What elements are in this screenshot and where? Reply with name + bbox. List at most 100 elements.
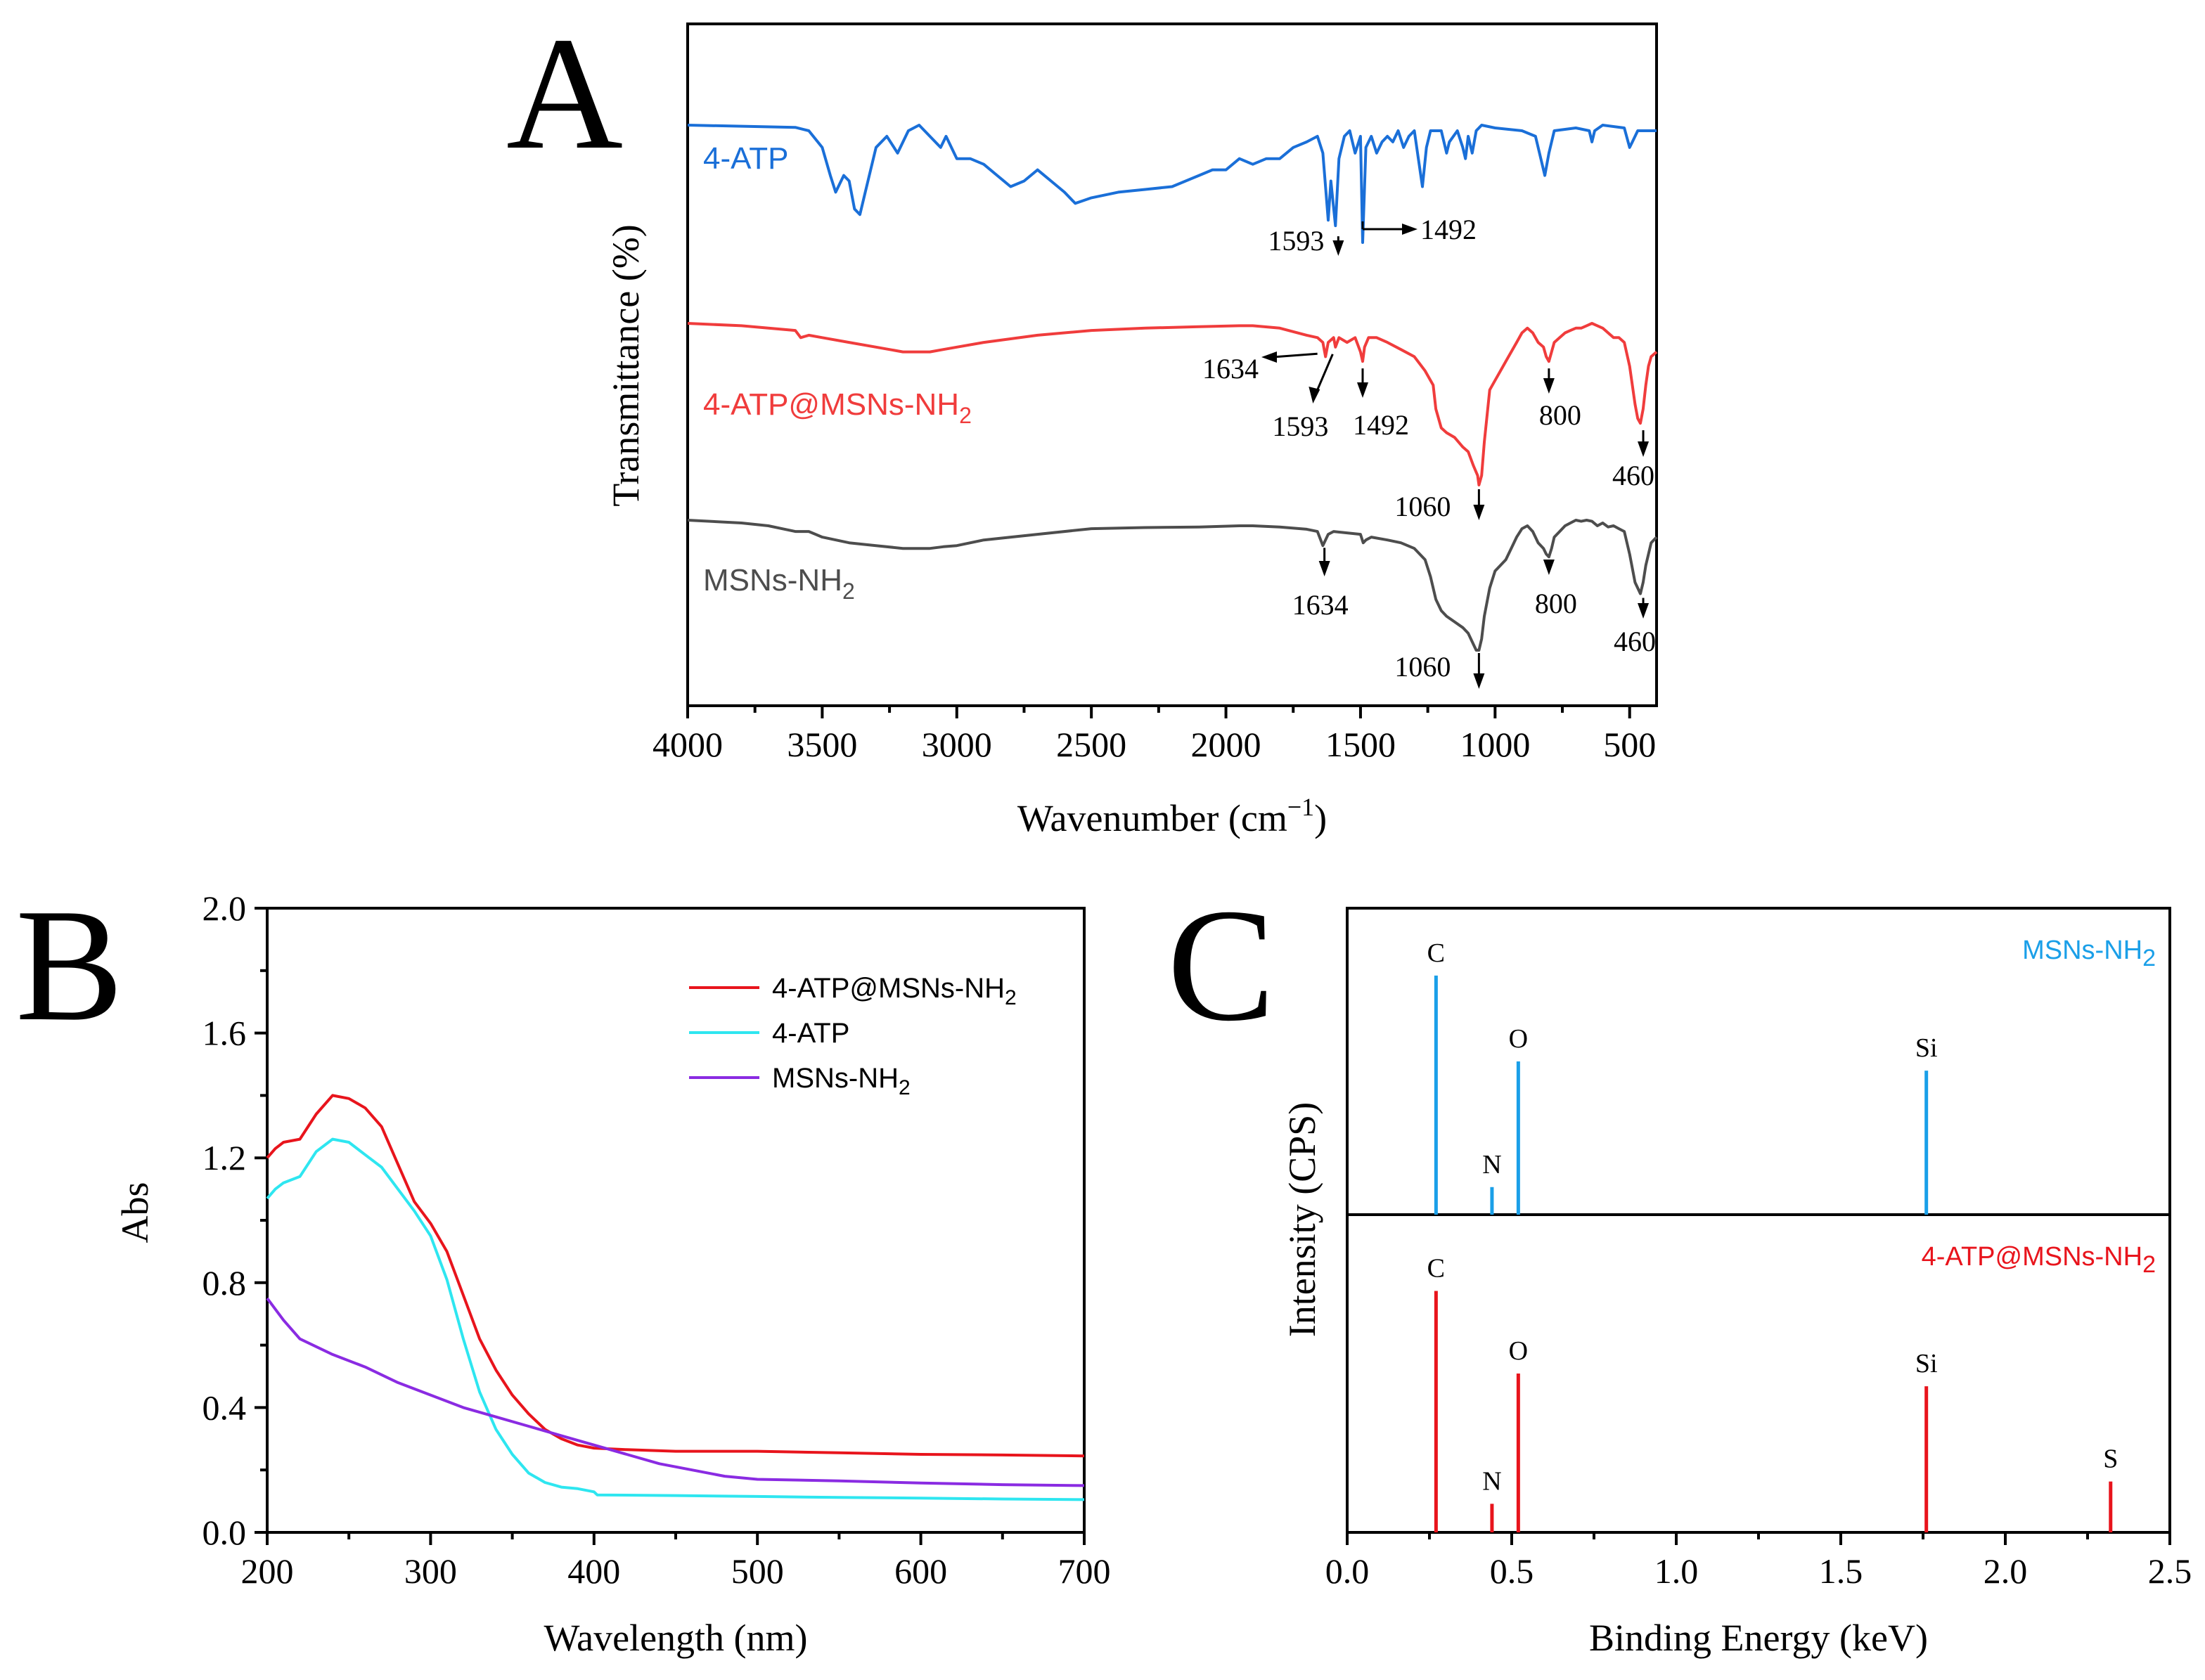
annotation-arrow-head [1357, 382, 1369, 398]
eds-subplot-title-sub: 2 [2142, 1251, 2156, 1278]
x-tick-label: 0.0 [1325, 1551, 1370, 1591]
eds-peak-label: S [2103, 1445, 2118, 1474]
annotation-label: 460 [1614, 626, 1656, 657]
y-axis-title: Transmittance (%) [605, 224, 647, 506]
eds-peak-label: C [1427, 938, 1445, 968]
annotation-arrow-head [1473, 505, 1485, 520]
y-tick-label: 2.0 [202, 889, 247, 928]
eds-subplot-title-text: 4-ATP@MSNs-NH [1922, 1242, 2142, 1272]
series-label-sub: 2 [842, 579, 855, 604]
x-tick-label: 600 [894, 1551, 947, 1591]
annotation-arrow-head [1261, 351, 1277, 363]
y-tick-label: 1.2 [202, 1138, 247, 1177]
annotation-arrow-head [1638, 603, 1650, 619]
annotation-label: 1060 [1394, 651, 1451, 683]
annotation-label: 460 [1612, 460, 1654, 491]
x-axis-title: Binding Energy (keV) [1589, 1617, 1928, 1659]
annotation-label: 1634 [1202, 353, 1259, 385]
annotation-arrow-head [1473, 673, 1485, 689]
x-tick-label: 400 [567, 1551, 620, 1591]
series-label-text: MSNs-NH [703, 563, 842, 597]
series-label: 4-ATP [703, 141, 788, 176]
annotation-arrow-line [1272, 352, 1318, 358]
panel-a: 4000 3500 3000 2500 2000 1500 1000 500 Wavenumbe… [506, 4, 1658, 839]
series-label: 4-ATP@MSNs-NH2 [703, 387, 972, 428]
annotation-arrow-head [1543, 560, 1555, 575]
x-tick-label: 1500 [1325, 725, 1396, 764]
annotation-label: 800 [1535, 588, 1577, 619]
legend-label: 4-ATP@MSNs-NH2 [772, 973, 1017, 1009]
series-label-sub: 2 [959, 403, 972, 428]
annotation-arrow-head [1638, 441, 1650, 457]
x-tick-label: 3500 [787, 725, 857, 764]
eds-peak-label: Si [1915, 1033, 1938, 1063]
series-label-text: 4-ATP@MSNs-NH [703, 387, 959, 422]
y-axis-title: Abs [114, 1182, 156, 1243]
x-tick-label: 4000 [652, 725, 723, 764]
y-axis-title: Intensity (CPS) [1281, 1102, 1323, 1338]
series-label-text: 4-ATP [703, 141, 788, 176]
x-axis-title-end: ) [1314, 797, 1327, 839]
series-line-2 [266, 1297, 1085, 1487]
annotation-arrow-head [1402, 224, 1418, 235]
x-tick-label: 700 [1058, 1551, 1111, 1591]
x-tick-label: 1.0 [1654, 1551, 1699, 1591]
legend-label-sub: 2 [1005, 986, 1017, 1009]
x-tick-label: 200 [241, 1551, 294, 1591]
panel-b: 200 300 400 500 600 700 0.0 0.4 0.8 1.2 1.6 2.0 Wave… [15, 875, 1111, 1659]
y-tick-label: 0.0 [202, 1513, 247, 1552]
legend-label-text: 4-ATP@MSNs-NH [772, 973, 1005, 1004]
annotation-arrow-line [1314, 354, 1334, 394]
panel-letter: A [506, 4, 623, 183]
annotation-arrow-head [1309, 387, 1320, 403]
eds-peak-label: O [1509, 1024, 1528, 1054]
eds-subplot-title: MSNs-NH2 [2022, 936, 2156, 971]
eds-peak-label: Si [1915, 1349, 1938, 1378]
x-tick-label: 2000 [1191, 725, 1261, 764]
annotation-arrow-head [1332, 240, 1344, 256]
x-tick-label: 3000 [922, 725, 992, 764]
x-tick-label: 2.5 [2148, 1551, 2192, 1591]
series-label: MSNs-NH2 [703, 563, 855, 604]
y-tick-label: 0.8 [202, 1263, 247, 1303]
legend-label-text: MSNs-NH [772, 1063, 899, 1094]
panel-c: 0.0 0.5 1.0 1.5 2.0 2.5 Binding Energy (keV) In… [1167, 875, 2192, 1659]
y-tick-label: 1.6 [202, 1014, 247, 1053]
series-line-0 [266, 1094, 1085, 1458]
eds-subplot-title-text: MSNs-NH [2022, 936, 2142, 965]
panel-letter: C [1167, 875, 1275, 1054]
eds-peak-label: O [1509, 1336, 1528, 1366]
series-line-1 [687, 322, 1658, 486]
annotation-arrow-head [1318, 561, 1330, 576]
annotation-label: 1492 [1353, 409, 1409, 441]
eds-peak-label: N [1482, 1466, 1501, 1496]
eds-subplot-title: 4-ATP@MSNs-NH2 [1922, 1242, 2156, 1278]
eds-peak-label: N [1482, 1150, 1501, 1180]
legend-label: MSNs-NH2 [772, 1063, 911, 1099]
x-tick-label: 500 [1603, 725, 1656, 764]
panel-letter: B [15, 875, 123, 1054]
x-axis-title: Wavenumber (cm−1) [1017, 793, 1327, 839]
x-tick-label: 2.0 [1984, 1551, 2028, 1591]
x-tick-label: 300 [404, 1551, 457, 1591]
x-axis-title-main: Wavenumber (cm [1017, 797, 1287, 839]
x-axis-title: Wavelength (nm) [544, 1617, 807, 1659]
x-tick-label: 0.5 [1490, 1551, 1534, 1591]
legend-label-text: 4-ATP [772, 1018, 849, 1049]
x-tick-label: 1000 [1460, 725, 1530, 764]
plot-frame [686, 22, 1658, 707]
annotation-label: 1593 [1268, 225, 1324, 257]
annotation-label: 1060 [1394, 491, 1451, 522]
annotation-label: 1593 [1272, 411, 1328, 442]
x-tick-label: 2500 [1056, 725, 1126, 764]
annotation-label: 1492 [1420, 214, 1477, 245]
plot-frame [1346, 907, 2171, 1534]
legend-label: 4-ATP [772, 1018, 849, 1049]
legend-label-sub: 2 [899, 1076, 911, 1099]
series-line-0 [687, 124, 1657, 244]
x-axis-title-sup: −1 [1287, 793, 1314, 821]
x-tick-label: 1.5 [1819, 1551, 1863, 1591]
annotation-label: 1634 [1292, 589, 1349, 621]
eds-subplot-title-sub: 2 [2142, 945, 2156, 971]
